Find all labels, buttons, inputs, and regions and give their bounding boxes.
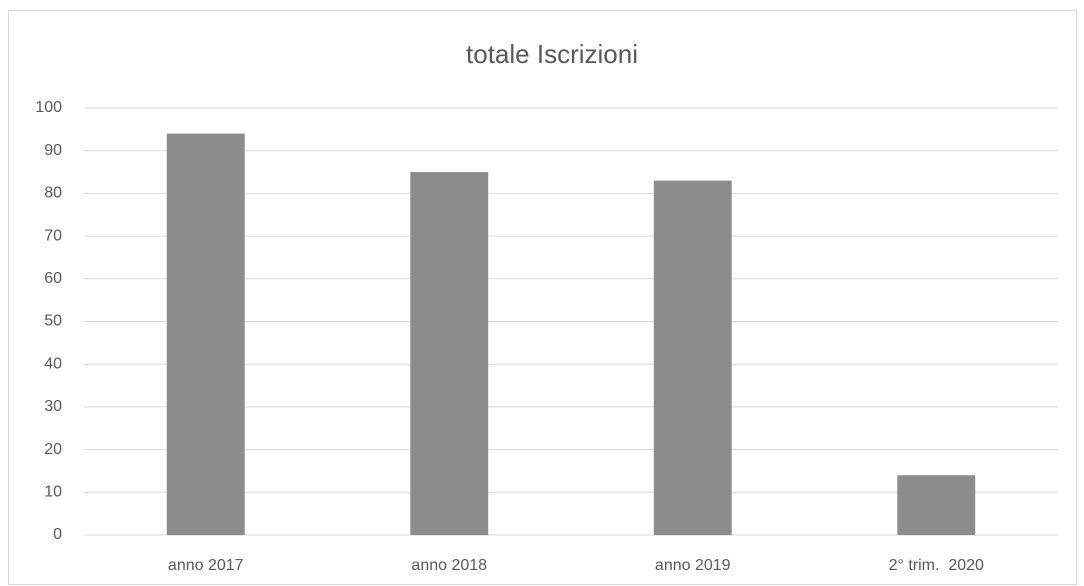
bar [166,133,245,535]
y-tick-label: 90 [44,142,62,159]
x-tick-label: anno 2018 [411,557,487,574]
y-tick-label: 70 [44,227,62,244]
x-tick-label: anno 2019 [655,557,731,574]
y-tick-label: 40 [44,355,62,372]
chart-title: totale Iscrizioni [466,39,638,69]
y-tick-label: 80 [44,185,62,202]
y-tick-label: 100 [35,99,62,116]
y-tick-label: 0 [53,526,62,543]
x-tick-label: 2° trim. 2020 [889,557,984,574]
bar [410,172,489,536]
bar [653,180,732,535]
bar [897,475,976,535]
y-tick-label: 30 [44,398,62,415]
y-tick-label: 60 [44,270,62,287]
y-tick-label: 50 [44,313,62,330]
y-tick-label: 10 [44,484,62,501]
x-tick-label: anno 2017 [168,557,244,574]
y-tick-label: 20 [44,441,62,458]
